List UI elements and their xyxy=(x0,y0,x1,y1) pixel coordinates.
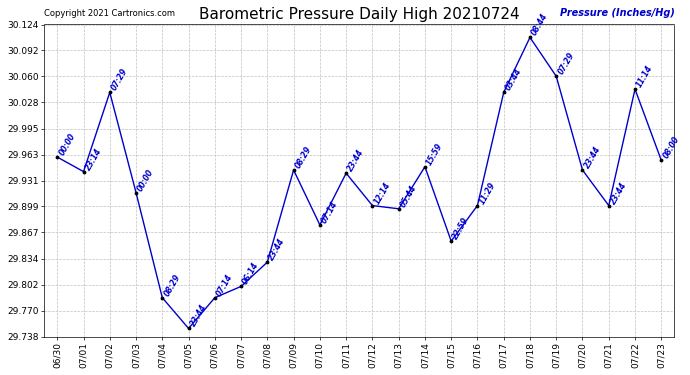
Text: 11:29: 11:29 xyxy=(477,180,497,206)
Text: 23:14: 23:14 xyxy=(83,146,104,172)
Text: 00:00: 00:00 xyxy=(136,167,156,193)
Text: 05:44: 05:44 xyxy=(399,183,418,209)
Text: 22:59: 22:59 xyxy=(451,216,471,241)
Text: 15:59: 15:59 xyxy=(425,141,445,167)
Text: 23:44: 23:44 xyxy=(188,303,208,328)
Text: 23:44: 23:44 xyxy=(609,180,629,206)
Text: 07:14: 07:14 xyxy=(215,272,235,298)
Text: 07:29: 07:29 xyxy=(110,67,130,92)
Text: 08:29: 08:29 xyxy=(162,272,182,298)
Text: Pressure (Inches/Hg): Pressure (Inches/Hg) xyxy=(560,8,674,18)
Text: 08:44: 08:44 xyxy=(530,12,550,38)
Text: 00:00: 00:00 xyxy=(57,132,77,157)
Text: 03:44: 03:44 xyxy=(504,67,524,92)
Text: 23:44: 23:44 xyxy=(267,237,287,262)
Text: 07:29: 07:29 xyxy=(556,51,576,76)
Text: 07:14: 07:14 xyxy=(320,200,339,225)
Text: 12:14: 12:14 xyxy=(373,180,392,206)
Text: 23:44: 23:44 xyxy=(346,148,366,173)
Title: Barometric Pressure Daily High 20210724: Barometric Pressure Daily High 20210724 xyxy=(199,7,520,22)
Text: 23:44: 23:44 xyxy=(582,145,602,170)
Text: 08:00: 08:00 xyxy=(661,135,681,160)
Text: 08:29: 08:29 xyxy=(294,145,313,170)
Text: 06:14: 06:14 xyxy=(241,261,261,286)
Text: Copyright 2021 Cartronics.com: Copyright 2021 Cartronics.com xyxy=(44,9,175,18)
Text: 11:14: 11:14 xyxy=(635,64,655,89)
